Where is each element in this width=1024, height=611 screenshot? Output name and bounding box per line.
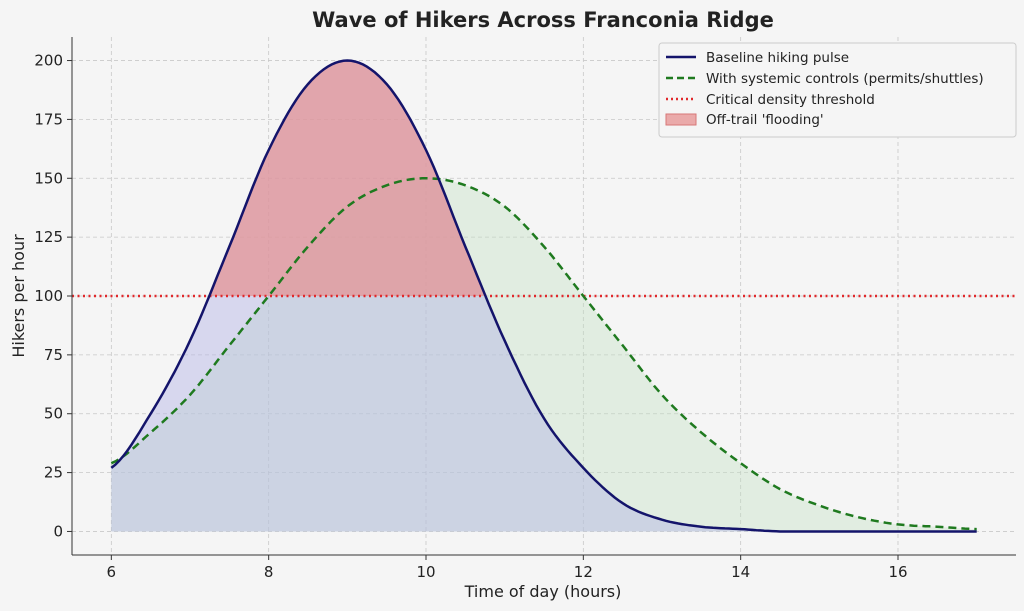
y-tick-label: 150 <box>34 169 63 187</box>
legend-label-controls: With systemic controls (permits/shuttles… <box>706 71 984 87</box>
baseline-series-line <box>110 59 977 533</box>
axis-layer: 6 8 10 12 14 16 0 25 50 75 100 125 150 175 200 <box>34 37 1016 581</box>
y-tick-label: 175 <box>34 110 63 128</box>
line-layer <box>72 59 1016 533</box>
fill-layer <box>111 60 977 532</box>
legend-box <box>658 42 1017 138</box>
legend-swatch-flooding <box>665 113 697 126</box>
legend-label-baseline: Baseline hiking pulse <box>706 50 849 66</box>
x-axis-label: Time of day (hours) <box>464 582 622 601</box>
x-tick-label: 14 <box>731 563 750 581</box>
x-tick-label: 6 <box>107 563 117 581</box>
x-tick-label: 16 <box>888 563 907 581</box>
controls-series-line <box>110 177 977 531</box>
y-tick-label: 0 <box>53 522 63 540</box>
x-tick-label: 12 <box>574 563 593 581</box>
y-axis-label: Hikers per hour <box>9 234 28 358</box>
y-tick-label: 50 <box>44 405 63 423</box>
legend: Baseline hiking pulse With systemic cont… <box>658 42 1017 138</box>
y-tick-label: 75 <box>44 346 63 364</box>
flooding-area-fill <box>209 60 485 296</box>
x-tick-label: 10 <box>416 563 435 581</box>
x-tick-label: 8 <box>264 563 274 581</box>
y-tick-label: 100 <box>34 287 63 305</box>
y-tick-label: 25 <box>44 464 63 482</box>
legend-label-threshold: Critical density threshold <box>706 92 875 108</box>
y-tick-label: 125 <box>34 228 63 246</box>
legend-label-flooding: Off-trail 'flooding' <box>706 112 824 128</box>
chart-title: Wave of Hikers Across Franconia Ridge <box>312 8 774 32</box>
y-tick-label: 200 <box>34 52 63 70</box>
